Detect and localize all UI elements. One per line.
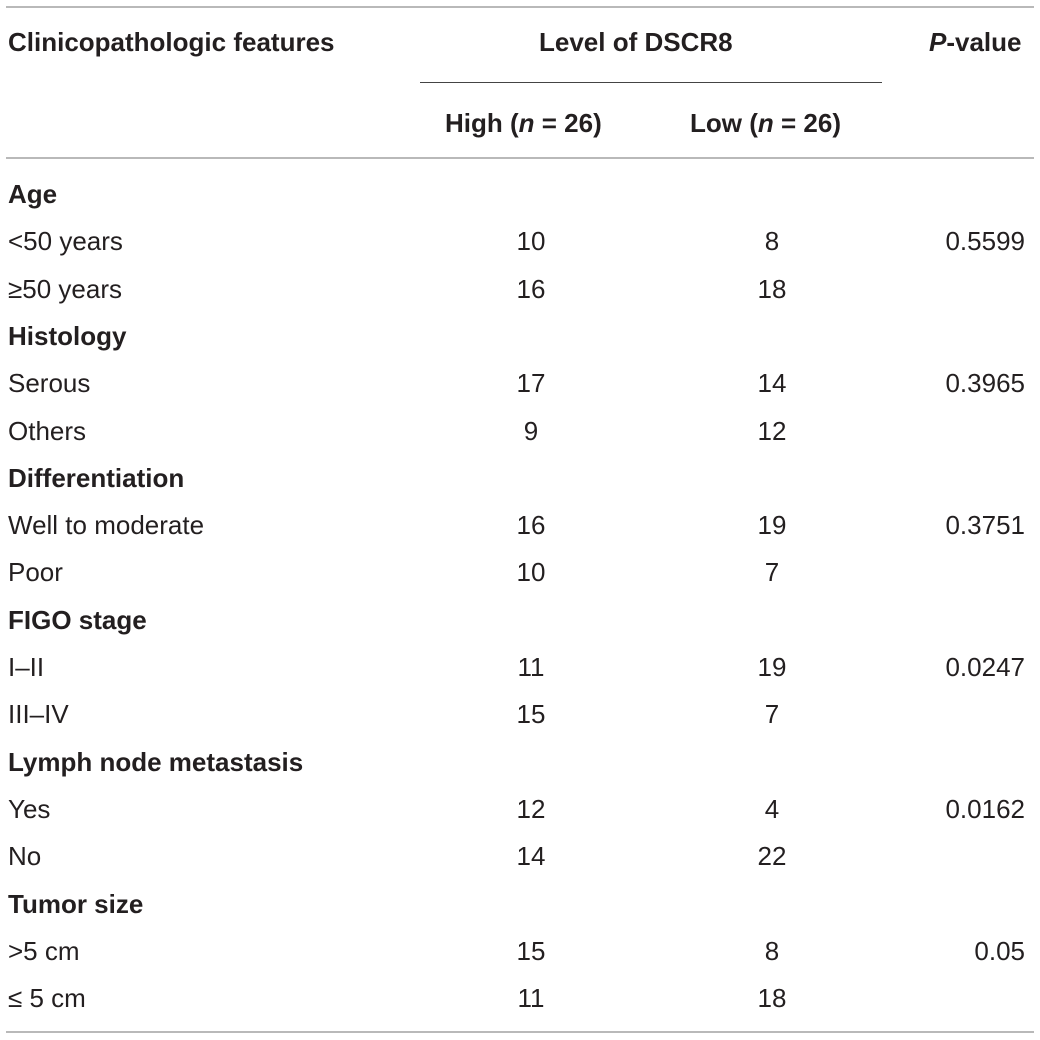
- row-label: Well to moderate: [8, 510, 205, 540]
- header-high: High (n = 26): [445, 108, 602, 138]
- cell-low: 19: [757, 510, 787, 540]
- row-label: Poor: [8, 557, 63, 587]
- cell-low: 7: [764, 699, 780, 729]
- cell-pvalue: 0.0162: [945, 794, 1025, 824]
- cell-low: 7: [764, 557, 780, 587]
- section-heading: Histology: [8, 321, 127, 351]
- row-label: >5 cm: [8, 936, 80, 966]
- cell-high: 15: [516, 699, 546, 729]
- row-label: Serous: [8, 368, 91, 398]
- header-high-pre: High (: [445, 108, 519, 138]
- cell-high: 12: [516, 794, 546, 824]
- cell-low: 22: [757, 841, 787, 871]
- row-label: Others: [8, 416, 87, 446]
- cell-low: 8: [764, 226, 780, 256]
- row-label: ≥50 years: [8, 274, 122, 304]
- cell-low: 19: [757, 652, 787, 682]
- row-label: No: [8, 841, 42, 871]
- table-bottom-rule: [6, 1031, 1034, 1033]
- cell-low: 4: [764, 794, 780, 824]
- section-heading: Tumor size: [8, 889, 144, 919]
- cell-high: 17: [516, 368, 546, 398]
- row-label: ≤ 5 cm: [8, 983, 86, 1013]
- header-pvalue-p: P: [929, 27, 947, 57]
- cell-low: 8: [764, 936, 780, 966]
- cell-high: 15: [516, 936, 546, 966]
- header-pvalue-suffix: -value: [946, 27, 1022, 57]
- table-header-rule: [6, 157, 1034, 159]
- row-label: I–II: [8, 652, 45, 682]
- row-label: Yes: [8, 794, 51, 824]
- cell-high: 9: [523, 416, 539, 446]
- cell-pvalue: 0.05: [974, 936, 1025, 966]
- header-pvalue: P-value: [929, 27, 1022, 57]
- cell-low: 12: [757, 416, 787, 446]
- cell-pvalue: 0.5599: [945, 226, 1025, 256]
- section-heading: Differentiation: [8, 463, 185, 493]
- cell-high: 10: [516, 226, 546, 256]
- section-heading: Age: [8, 179, 58, 209]
- cell-low: 14: [757, 368, 787, 398]
- cell-pvalue: 0.3751: [945, 510, 1025, 540]
- header-high-post: = 26): [534, 108, 602, 138]
- table-top-rule: [6, 6, 1034, 8]
- cell-low: 18: [757, 983, 787, 1013]
- cell-low: 18: [757, 274, 787, 304]
- cell-pvalue: 0.3965: [945, 368, 1025, 398]
- section-heading: FIGO stage: [8, 605, 147, 635]
- header-low-n: n: [757, 108, 774, 138]
- cell-high: 11: [517, 652, 545, 682]
- header-level: Level of DSCR8: [539, 27, 733, 57]
- header-level-span-rule: [420, 82, 882, 83]
- header-high-n: n: [518, 108, 535, 138]
- cell-high: 10: [516, 557, 546, 587]
- header-low-post: = 26): [773, 108, 841, 138]
- cell-high: 16: [516, 274, 546, 304]
- cell-high: 11: [517, 983, 545, 1013]
- cell-high: 14: [516, 841, 546, 871]
- cell-high: 16: [516, 510, 546, 540]
- section-heading: Lymph node metastasis: [8, 747, 304, 777]
- row-label: III–IV: [8, 699, 69, 729]
- header-features: Clinicopathologic features: [8, 27, 335, 57]
- header-low: Low (n = 26): [690, 108, 841, 138]
- row-label: <50 years: [8, 226, 123, 256]
- header-low-pre: Low (: [690, 108, 758, 138]
- cell-pvalue: 0.0247: [945, 652, 1025, 682]
